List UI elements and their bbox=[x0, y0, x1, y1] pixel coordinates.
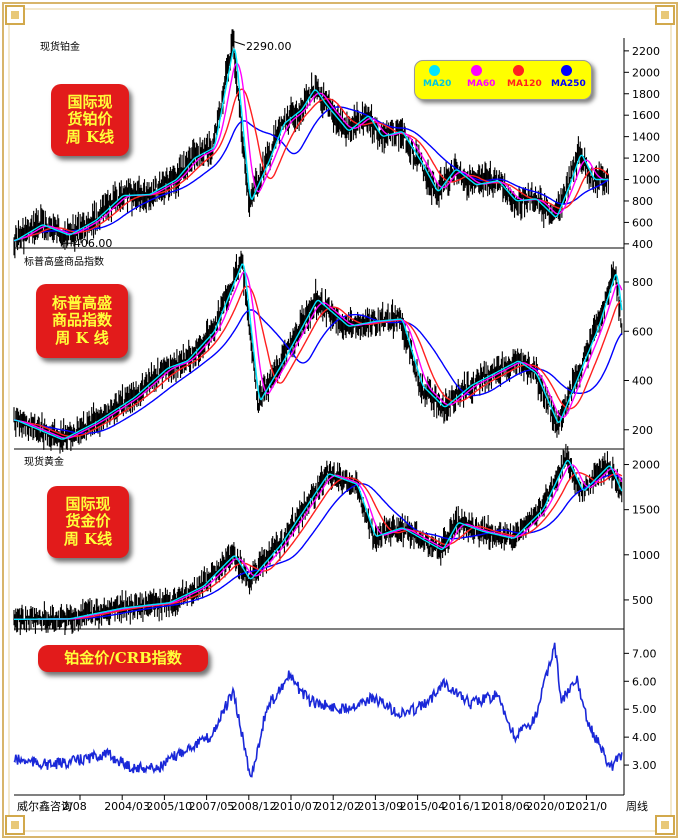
y-tick-label: 500 bbox=[632, 594, 653, 607]
y-tick-label: 1200 bbox=[632, 152, 660, 165]
ma60-dot bbox=[471, 65, 482, 76]
x-tick-label: 2/08 bbox=[62, 800, 87, 813]
x-tick-label: 2018/06 bbox=[484, 800, 530, 813]
corner-ornaments bbox=[5, 5, 675, 835]
y-tick-label: 6.00 bbox=[632, 675, 657, 688]
x-tick-label: 2020/01 bbox=[526, 800, 572, 813]
footer-period: 周线 bbox=[626, 800, 648, 813]
ma60-line bbox=[13, 62, 609, 242]
ma60-line bbox=[14, 464, 623, 620]
ma250-dot bbox=[561, 65, 572, 76]
platinum-badge: 国际现 货铂价 周 K线 bbox=[51, 84, 129, 156]
y-tick-label: 400 bbox=[632, 238, 653, 251]
ma60-label: MA60 bbox=[467, 79, 496, 89]
y-tick-label: 2200 bbox=[632, 45, 660, 58]
ma250-label: MA250 bbox=[551, 79, 586, 89]
x-tick-label: 2013/09 bbox=[357, 800, 403, 813]
y-tick-label: 400 bbox=[632, 375, 653, 388]
ma120-dot bbox=[513, 65, 524, 76]
y-tick-label: 1800 bbox=[632, 88, 660, 101]
ma60-line bbox=[13, 271, 623, 439]
y-tick-label: 200 bbox=[632, 424, 653, 437]
ma250-line bbox=[13, 106, 609, 242]
price-bars bbox=[13, 29, 609, 259]
y-tick-label: 1000 bbox=[632, 174, 660, 187]
y-tick-label: 800 bbox=[632, 195, 653, 208]
y-tick-label: 1600 bbox=[632, 109, 660, 122]
plot-area: 400 600 800 1000 1200 1400 1600 1800 2000 2200 229… bbox=[13, 29, 660, 813]
ma120-line bbox=[13, 285, 622, 438]
corner-ornament-inner bbox=[661, 821, 669, 829]
y-tick-label: 2000 bbox=[632, 459, 660, 472]
annotation-leader bbox=[232, 40, 246, 46]
y-tick-label: 4.00 bbox=[632, 731, 657, 744]
ma120-label: MA120 bbox=[507, 79, 542, 89]
gsci-badge: 标普高盛 商品指数 周 K 线 bbox=[36, 284, 128, 358]
y-tick-label: 1400 bbox=[632, 131, 660, 144]
y-tick-label: 1000 bbox=[632, 549, 660, 562]
x-tick-label: 2005/10 bbox=[146, 800, 192, 813]
x-tick-label: 2016/11 bbox=[442, 800, 488, 813]
annotation-label: 406.00 bbox=[74, 237, 113, 250]
corner-ornament-inner bbox=[11, 821, 19, 829]
x-tick-label: 2021/0 bbox=[568, 800, 607, 813]
y-tick-label: 1500 bbox=[632, 504, 660, 517]
corner-ornament-inner bbox=[11, 11, 19, 19]
ma20-line bbox=[13, 47, 609, 242]
panel3-title: 现货黄金 bbox=[24, 457, 64, 468]
ma20-line bbox=[13, 263, 623, 440]
y-tick-label: 800 bbox=[632, 276, 653, 289]
y-tick-label: 600 bbox=[632, 216, 653, 229]
gold-badge: 国际现 货金价 周 K线 bbox=[47, 486, 129, 558]
ratio-line bbox=[13, 642, 623, 778]
x-tick-label: 2012/02 bbox=[315, 800, 361, 813]
ma20-dot bbox=[429, 65, 440, 76]
ma20-label: MA20 bbox=[423, 79, 452, 89]
annotation-label: 2290.00 bbox=[246, 40, 292, 53]
ma20-line bbox=[14, 459, 623, 620]
panel1-title: 现货铂金 bbox=[40, 42, 80, 53]
panel2-title: 标普高盛商品指数 bbox=[24, 257, 104, 268]
footer-source: 威尔鑫咨询 bbox=[17, 800, 72, 813]
x-tick-label: 2007/05 bbox=[189, 800, 235, 813]
x-tick-label: 2004/03 bbox=[104, 800, 150, 813]
ma250-line bbox=[13, 309, 623, 434]
x-tick-label: 2015/04 bbox=[400, 800, 446, 813]
y-tick-label: 5.00 bbox=[632, 703, 657, 716]
y-tick-label: 600 bbox=[632, 325, 653, 338]
corner-ornament-inner bbox=[661, 11, 669, 19]
x-tick-label: 2010/07 bbox=[273, 800, 319, 813]
y-tick-label: 7.00 bbox=[632, 647, 657, 660]
x-tick-label: 2008/12 bbox=[231, 800, 277, 813]
ma-legend: MA20 MA60 MA120 MA250 bbox=[414, 60, 592, 100]
ma120-line bbox=[13, 88, 609, 242]
y-tick-label: 3.00 bbox=[632, 759, 657, 772]
ratio-badge: 铂金价/CRB指数 bbox=[38, 645, 208, 672]
y-tick-label: 2000 bbox=[632, 66, 660, 79]
